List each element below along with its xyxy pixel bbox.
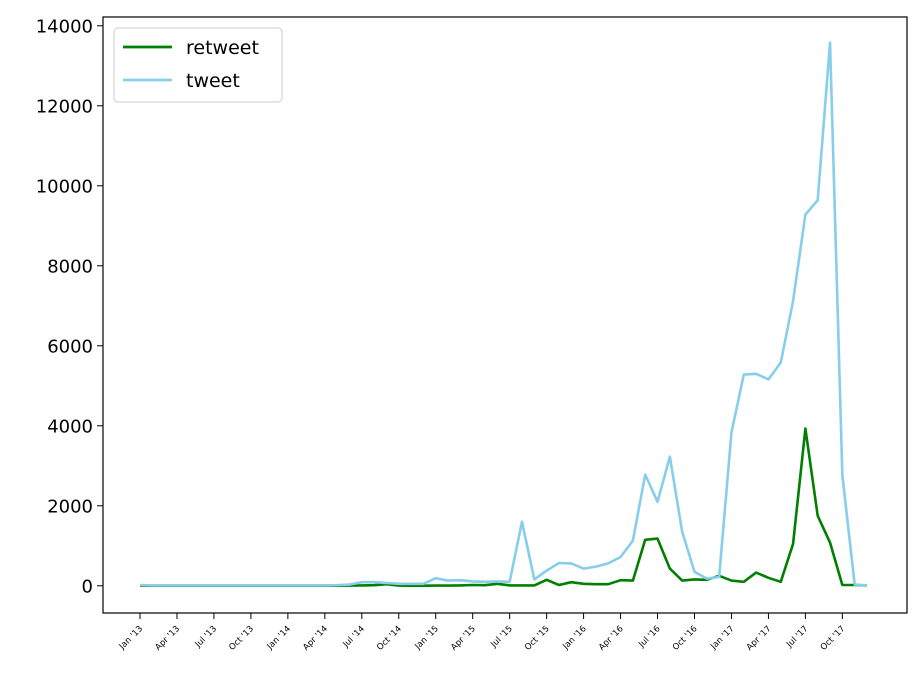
legend-label-retweet: retweet — [186, 37, 259, 59]
plot-background — [103, 17, 907, 613]
y-tick-label: 10000 — [36, 176, 93, 197]
y-axis-ticks: 0 2000 4000 6000 8000 10000 12000 14000 — [36, 16, 103, 597]
y-tick-label: 12000 — [36, 96, 93, 117]
y-tick-label: 2000 — [47, 496, 93, 517]
y-tick-label: 14000 — [36, 16, 93, 37]
series-line-tweet — [139, 41, 868, 587]
series-layer — [139, 41, 868, 588]
legend: retweet tweet — [113, 27, 283, 103]
plot-frame — [102, 16, 908, 614]
y-tick-label: 4000 — [47, 416, 93, 437]
legend-label-tweet: tweet — [186, 70, 240, 92]
y-tick-label: 8000 — [47, 256, 93, 277]
y-tick-label: 0 — [82, 576, 93, 597]
y-tick-label: 6000 — [47, 336, 93, 357]
plot-area — [102, 16, 908, 614]
